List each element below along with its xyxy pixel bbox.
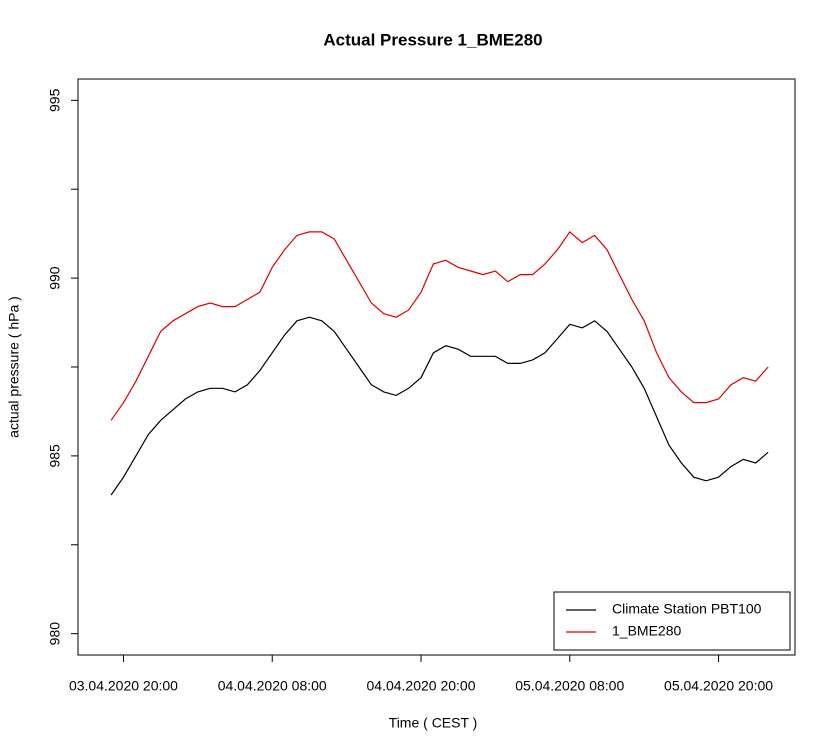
- y-tick-label: 985: [47, 444, 63, 468]
- x-tick-label: 05.04.2020 20:00: [664, 678, 773, 694]
- legend-box: [553, 591, 791, 651]
- data-line: [110, 316, 769, 496]
- legend-label: 1_BME280: [612, 623, 681, 639]
- x-tick-label: 04.04.2020 08:00: [218, 678, 327, 694]
- y-tick-label: 990: [47, 266, 63, 290]
- x-tick-label: 03.04.2020 20:00: [69, 678, 178, 694]
- plot-frame: [77, 78, 796, 656]
- y-tick-label: 980: [47, 622, 63, 646]
- chart-title: Actual Pressure 1_BME280: [323, 30, 542, 49]
- legend-label: Climate Station PBT100: [612, 601, 762, 617]
- x-tick-label: 05.04.2020 08:00: [515, 678, 624, 694]
- x-axis-label: Time ( CEST ): [389, 715, 478, 731]
- y-tick-label: 995: [47, 88, 63, 112]
- x-tick-label: 04.04.2020 20:00: [367, 678, 476, 694]
- y-axis-label: actual pressure ( hPa ): [6, 296, 22, 438]
- data-line: [110, 231, 769, 421]
